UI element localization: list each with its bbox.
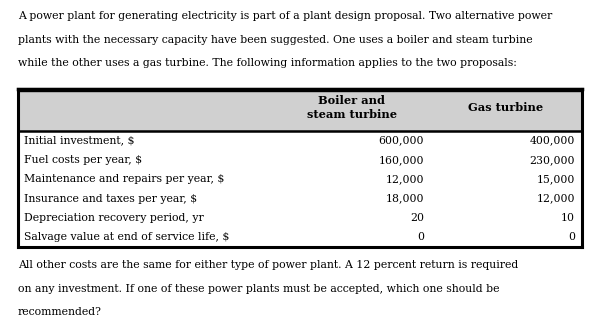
Text: 10: 10 (561, 213, 575, 223)
Text: on any investment. If one of these power plants must be accepted, which one shou: on any investment. If one of these power… (18, 284, 499, 294)
Text: 230,000: 230,000 (529, 155, 575, 165)
Text: 18,000: 18,000 (385, 193, 424, 203)
Text: Insurance and taxes per year, $: Insurance and taxes per year, $ (24, 193, 197, 203)
Text: Depreciation recovery period, yr: Depreciation recovery period, yr (24, 213, 204, 223)
Text: while the other uses a gas turbine. The following information applies to the two: while the other uses a gas turbine. The … (18, 58, 517, 68)
Text: steam turbine: steam turbine (307, 109, 397, 120)
Text: Fuel costs per year, $: Fuel costs per year, $ (24, 155, 142, 165)
Text: Maintenance and repairs per year, $: Maintenance and repairs per year, $ (24, 174, 224, 184)
Text: 0: 0 (568, 233, 575, 242)
Text: Initial investment, $: Initial investment, $ (24, 135, 134, 145)
Text: 12,000: 12,000 (385, 174, 424, 184)
Text: All other costs are the same for either type of power plant. A 12 percent return: All other costs are the same for either … (18, 260, 518, 270)
Text: plants with the necessary capacity have been suggested. One uses a boiler and st: plants with the necessary capacity have … (18, 35, 533, 45)
Text: 20: 20 (410, 213, 424, 223)
Text: Gas turbine: Gas turbine (468, 102, 543, 113)
Text: 600,000: 600,000 (378, 135, 424, 145)
Text: 15,000: 15,000 (536, 174, 575, 184)
Text: 12,000: 12,000 (536, 193, 575, 203)
Text: Salvage value at end of service life, $: Salvage value at end of service life, $ (24, 233, 229, 242)
Text: Boiler and: Boiler and (318, 95, 385, 106)
Text: 400,000: 400,000 (529, 135, 575, 145)
Text: 0: 0 (417, 233, 424, 242)
Text: 160,000: 160,000 (378, 155, 424, 165)
Text: A power plant for generating electricity is part of a plant design proposal. Two: A power plant for generating electricity… (18, 11, 552, 21)
Text: recommended?: recommended? (18, 307, 102, 317)
